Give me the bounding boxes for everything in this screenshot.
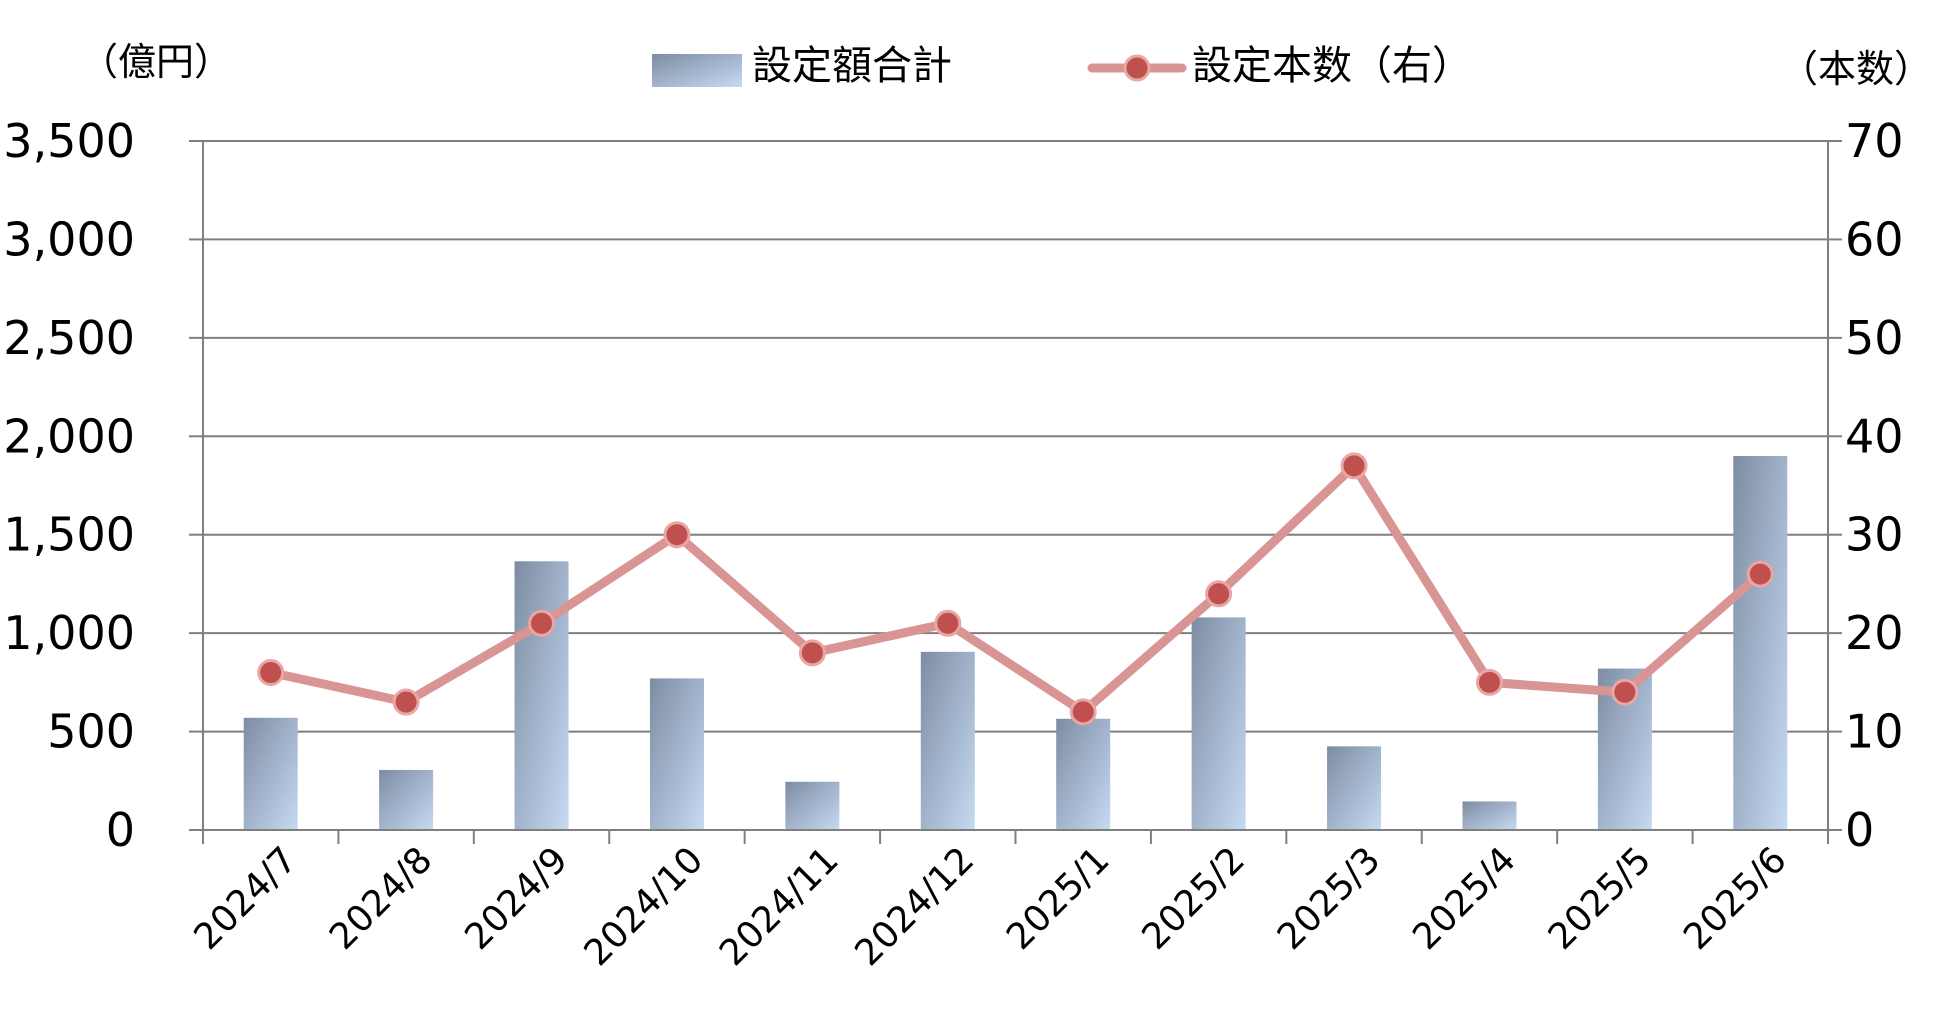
x-tick-label: 2024/11: [712, 839, 847, 974]
x-tick-label: 2025/5: [1541, 839, 1660, 958]
right-tick-label: 0: [1845, 803, 1874, 857]
bar: [920, 651, 975, 830]
x-tick-label: 2025/1: [999, 839, 1118, 958]
x-axis-ticks: 2024/7 2024/8 2024/9 2024/10 2024/11 2024/12 2…: [187, 839, 1795, 974]
x-tick-label: 2025/3: [1270, 839, 1389, 958]
line-point: [1340, 452, 1368, 480]
bar: [785, 781, 840, 830]
bar: [1056, 718, 1111, 830]
right-axis-ticks: 0 10 20 30 40 50 60 70: [1845, 114, 1904, 857]
left-tick-label: 500: [47, 705, 135, 759]
series-line: [266, 461, 1765, 717]
bar: [1327, 746, 1382, 830]
line-point: [1069, 698, 1097, 726]
bar: [379, 769, 434, 830]
line-point: [798, 639, 826, 667]
right-tick-label: 20: [1845, 606, 1904, 660]
right-tick-label: 30: [1845, 508, 1904, 562]
right-tick-label: 10: [1845, 705, 1904, 759]
axes: [202, 141, 1829, 844]
legend-line-marker: [1123, 54, 1151, 82]
left-tick-label: 3,500: [3, 114, 135, 168]
line-point: [1611, 678, 1639, 706]
bar: [1191, 617, 1246, 830]
x-tick-label: 2025/6: [1676, 839, 1795, 958]
bar: [1733, 455, 1788, 830]
gridlines: [189, 140, 1842, 831]
line-series: [257, 452, 1774, 726]
x-tick-label: 2025/2: [1134, 839, 1253, 958]
x-tick-label: 2024/8: [322, 839, 441, 958]
legend-line-label: 設定本数（右）: [1192, 43, 1472, 89]
line-point: [1205, 580, 1233, 608]
left-axis-ticks: 0 500 1,000 1,500 2,000 2,500 3,000 3,500: [3, 114, 135, 857]
left-axis-unit-label: （億円）: [80, 40, 232, 84]
right-tick-label: 40: [1845, 409, 1904, 463]
legend: 設定額合計 設定本数（右）: [652, 43, 1472, 89]
left-tick-label: 2,500: [3, 311, 135, 365]
left-tick-label: 3,000: [3, 212, 135, 266]
x-tick-label: 2024/10: [577, 839, 712, 974]
left-tick-label: 1,500: [3, 508, 135, 562]
bars: [243, 455, 1788, 830]
line-point: [1746, 560, 1774, 588]
legend-bar-swatch: [652, 54, 742, 87]
x-tick-label: 2024/7: [187, 839, 306, 958]
right-tick-label: 70: [1845, 114, 1904, 168]
right-axis-unit-label: （本数）: [1780, 47, 1932, 91]
line-point: [663, 521, 691, 549]
right-tick-label: 60: [1845, 212, 1904, 266]
left-tick-label: 0: [106, 803, 135, 857]
bar: [243, 717, 298, 830]
x-tick-label: 2024/9: [457, 839, 576, 958]
bar: [1462, 801, 1517, 830]
bar: [649, 678, 704, 830]
left-tick-label: 2,000: [3, 409, 135, 463]
line-point: [257, 659, 285, 687]
left-tick-label: 1,000: [3, 606, 135, 660]
line-point: [934, 609, 962, 637]
line-point: [528, 609, 556, 637]
line-point: [1475, 668, 1503, 696]
line-point: [392, 688, 420, 716]
x-tick-label: 2025/4: [1405, 839, 1524, 958]
right-tick-label: 50: [1845, 311, 1904, 365]
bar: [514, 561, 569, 830]
x-tick-label: 2024/12: [847, 839, 982, 974]
legend-bar-label: 設定額合計: [752, 43, 952, 89]
